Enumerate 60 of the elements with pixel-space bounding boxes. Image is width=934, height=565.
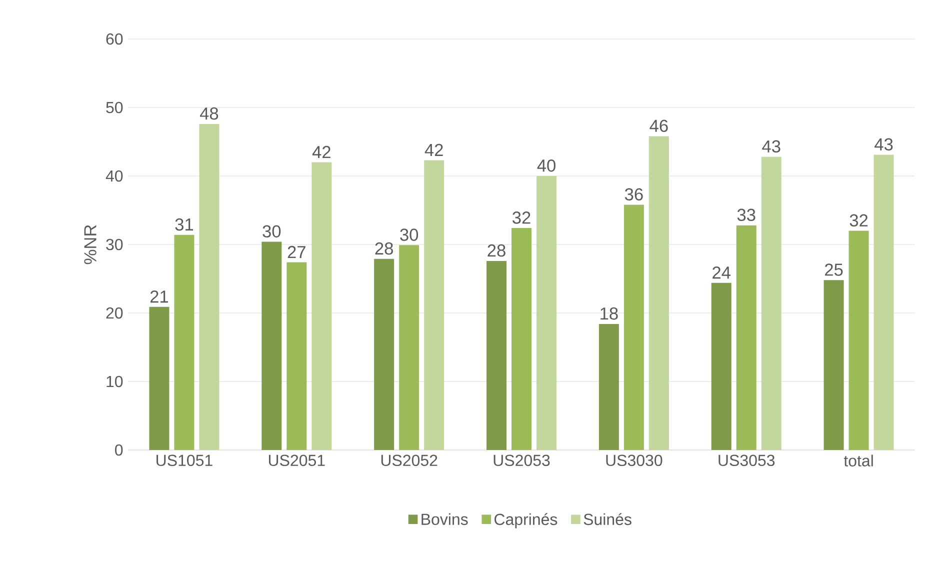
legend-label: Caprinés (494, 513, 558, 528)
y-tick-label: 30 (106, 238, 123, 250)
data-label: 21 (150, 290, 168, 303)
data-label: 28 (375, 242, 393, 255)
bar (648, 136, 669, 450)
bar (399, 245, 420, 450)
data-label: 31 (175, 218, 194, 231)
bar (374, 258, 394, 450)
y-tick-label: 60 (106, 33, 123, 45)
bar (598, 324, 619, 450)
y-tick-label: 0 (115, 444, 123, 456)
data-label: 33 (737, 208, 756, 222)
bar (312, 162, 332, 450)
data-label: 18 (600, 307, 618, 320)
data-label: 42 (424, 144, 443, 156)
data-label: 43 (874, 138, 893, 150)
y-tick-label: 10 (106, 376, 123, 388)
data-label: 30 (262, 225, 281, 238)
data-label: 30 (400, 228, 418, 241)
x-tick-label: US2053 (494, 454, 550, 466)
bar (761, 156, 782, 450)
bar (624, 204, 644, 450)
bar (486, 260, 507, 450)
y-tick-label: 20 (106, 307, 123, 319)
data-label: 46 (650, 120, 668, 132)
bar (824, 280, 844, 450)
bar (512, 228, 532, 450)
x-tick-label: US1051 (156, 454, 212, 466)
data-label: 48 (200, 107, 218, 120)
x-tick-label: US3030 (606, 454, 662, 466)
legend-label: Suinés (584, 513, 632, 526)
legend-label: Bovins (422, 513, 468, 525)
bar (286, 262, 307, 450)
x-tick-label: US2052 (381, 454, 438, 466)
data-label: 32 (850, 214, 868, 227)
y-axis-title: %NR (84, 225, 96, 264)
data-label: 28 (488, 244, 506, 257)
bar (174, 234, 194, 450)
bar (736, 225, 756, 450)
bar (874, 154, 894, 450)
bar (199, 124, 220, 450)
bar (536, 176, 556, 450)
x-tick-label: US2051 (268, 454, 325, 466)
data-label: 25 (825, 264, 843, 276)
bar (149, 306, 170, 450)
x-tick-label: US3053 (718, 454, 775, 466)
x-tick-label: total (844, 454, 873, 466)
data-label: 27 (288, 246, 306, 258)
data-label: 42 (312, 146, 330, 158)
data-label: 40 (537, 159, 556, 172)
bar (424, 160, 444, 450)
data-label: 32 (512, 212, 530, 224)
y-tick-label: 50 (106, 102, 123, 114)
data-label: 43 (762, 140, 780, 153)
bar (848, 230, 869, 450)
data-label: 36 (624, 188, 643, 200)
bar (262, 242, 282, 450)
data-label: 24 (712, 266, 730, 279)
bar (711, 282, 732, 450)
y-tick-label: 40 (106, 170, 123, 182)
